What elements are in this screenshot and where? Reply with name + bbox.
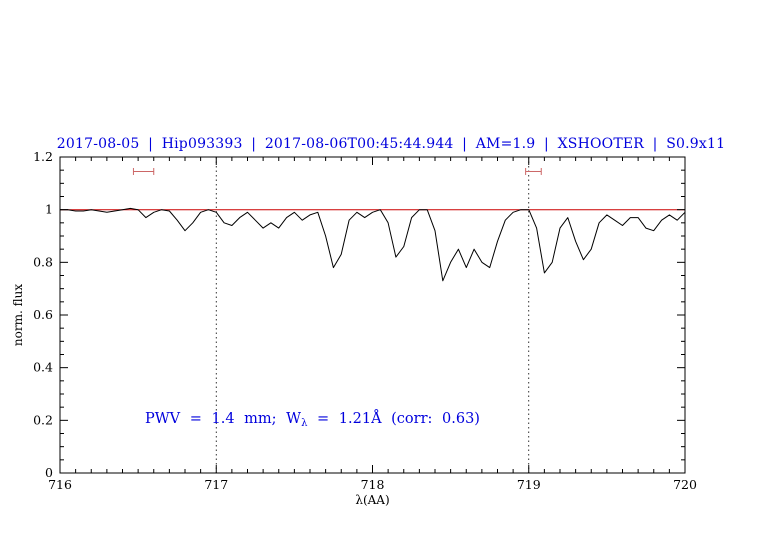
normalized-spectrum-line bbox=[60, 207, 686, 282]
y-tick-label: 1 bbox=[45, 202, 53, 217]
y-tick-label: 0.6 bbox=[33, 307, 53, 322]
x-tick-label: 716 bbox=[48, 477, 72, 492]
y-tick-label: 0 bbox=[45, 465, 53, 480]
x-axis-label: λ(AA) bbox=[355, 493, 390, 507]
chart-title: 2017-08-05 | Hip093393 | 2017-08-06T00:4… bbox=[56, 136, 726, 152]
y-tick-label: 0.4 bbox=[33, 360, 53, 375]
x-tick-label: 717 bbox=[204, 477, 228, 492]
annotation-prefix: PWV = 1.4 mm; W bbox=[145, 411, 302, 427]
x-tick-label: 720 bbox=[673, 477, 697, 492]
y-axis-label: norm. flux bbox=[11, 283, 25, 347]
pwv-annotation: PWV = 1.4 mm; Wλ = 1.21Å (corr: 0.63) bbox=[145, 411, 480, 429]
x-tick-label: 718 bbox=[361, 477, 385, 492]
annotation-lambda-subscript: λ bbox=[301, 418, 308, 429]
y-tick-label: 0.8 bbox=[33, 254, 53, 269]
y-tick-label: 1.2 bbox=[33, 149, 53, 164]
annotation-suffix: = 1.21Å (corr: 0.63) bbox=[307, 411, 480, 427]
y-tick-label: 0.2 bbox=[33, 412, 53, 427]
x-tick-label: 719 bbox=[517, 477, 541, 492]
